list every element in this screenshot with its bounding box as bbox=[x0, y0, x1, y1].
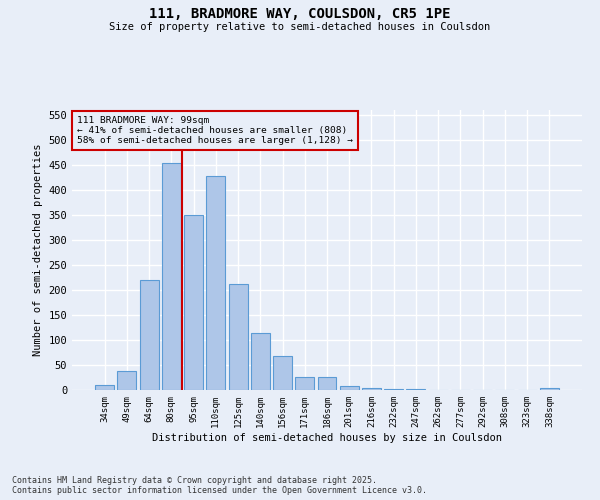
Bar bbox=[406, 389, 425, 390]
Text: Size of property relative to semi-detached houses in Coulsdon: Size of property relative to semi-detach… bbox=[109, 22, 491, 32]
Bar bbox=[384, 388, 403, 390]
Text: Contains HM Land Registry data © Crown copyright and database right 2025.
Contai: Contains HM Land Registry data © Crown c… bbox=[12, 476, 427, 495]
Bar bbox=[206, 176, 225, 390]
Bar bbox=[184, 215, 203, 390]
Bar bbox=[540, 388, 559, 390]
Bar bbox=[140, 280, 158, 390]
Bar bbox=[362, 388, 381, 390]
Bar bbox=[118, 371, 136, 390]
Bar bbox=[273, 356, 292, 390]
Bar bbox=[317, 376, 337, 390]
Bar bbox=[340, 386, 359, 390]
Bar bbox=[162, 162, 181, 390]
Y-axis label: Number of semi-detached properties: Number of semi-detached properties bbox=[33, 144, 43, 356]
Text: 111, BRADMORE WAY, COULSDON, CR5 1PE: 111, BRADMORE WAY, COULSDON, CR5 1PE bbox=[149, 8, 451, 22]
Bar bbox=[95, 385, 114, 390]
X-axis label: Distribution of semi-detached houses by size in Coulsdon: Distribution of semi-detached houses by … bbox=[152, 432, 502, 442]
Text: 111 BRADMORE WAY: 99sqm
← 41% of semi-detached houses are smaller (808)
58% of s: 111 BRADMORE WAY: 99sqm ← 41% of semi-de… bbox=[77, 116, 353, 146]
Bar bbox=[251, 332, 270, 390]
Bar bbox=[295, 376, 314, 390]
Bar bbox=[229, 284, 248, 390]
